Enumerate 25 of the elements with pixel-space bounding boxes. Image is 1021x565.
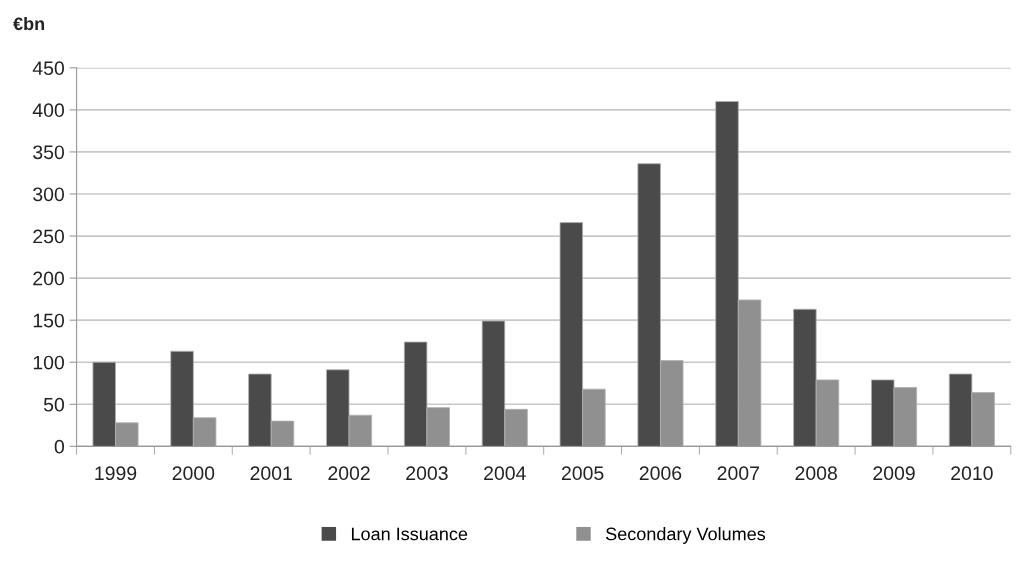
y-tick-label: 0 [54,439,65,454]
y-tick-label: 400 [32,103,65,118]
legend-label: Loan Issuance [351,527,468,541]
y-tick-label: 350 [33,145,65,160]
x-tick-label: 2001 [250,466,292,481]
x-tick-label: 2000 [172,466,215,481]
y-tick-label: 250 [33,229,65,244]
x-tick-label: 2008 [795,466,837,481]
y-tick-label: 150 [33,313,65,328]
y-tick-label: 100 [33,355,65,370]
legend-label: Secondary Volumes [605,527,766,544]
x-tick-label: 2006 [639,466,682,481]
x-tick-label: 2003 [406,466,448,481]
y-tick-label: 50 [43,397,65,412]
x-tick-label: 1999 [95,466,137,481]
x-tick-label: 2007 [717,466,759,481]
x-tick-label: 2009 [873,466,915,481]
y-tick-label: 450 [32,61,65,76]
y-axis-title: €bn [13,16,45,31]
y-tick-label: 300 [33,187,65,202]
y-tick-label: 200 [33,271,65,286]
x-tick-label: 2004 [484,466,526,481]
x-tick-label: 2002 [328,466,370,481]
x-tick-label: 2010 [951,466,993,481]
x-tick-label: 2005 [561,466,604,481]
